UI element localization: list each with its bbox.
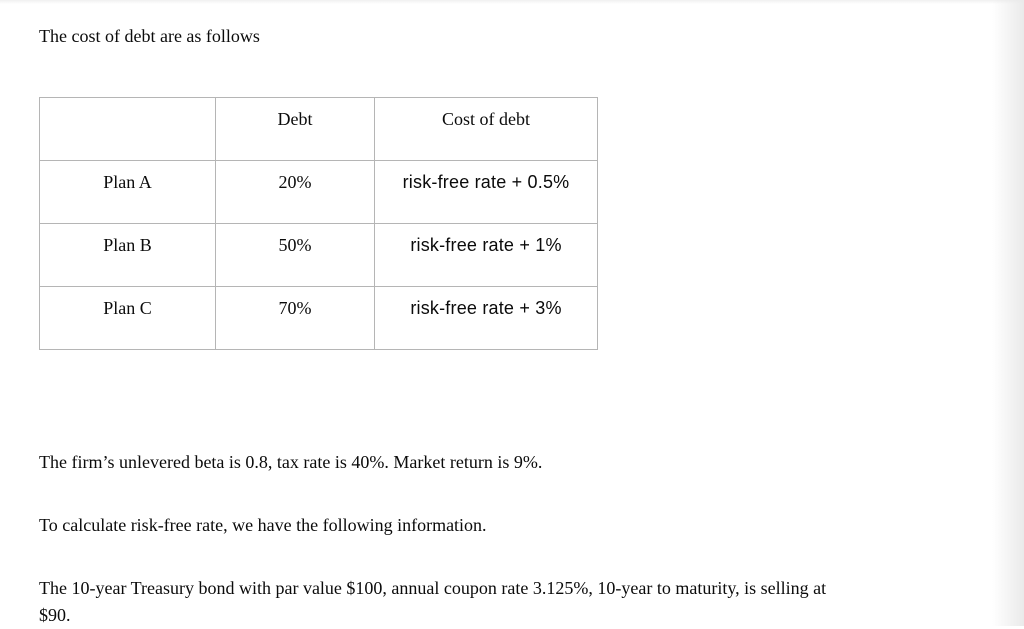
intro-text: The cost of debt are as follows — [39, 26, 260, 46]
table-header-row: Debt Cost of debt — [39, 97, 598, 161]
cost-of-debt-cell: risk-free rate + 0.5% — [374, 160, 598, 224]
top-edge-shade — [0, 0, 1024, 4]
debt-value-cell: 70% — [215, 286, 375, 350]
cost-of-debt-table: Debt Cost of debt Plan A 20% risk-free r… — [39, 97, 598, 350]
table-row-plan-c: Plan C 70% risk-free rate + 3% — [39, 286, 598, 350]
header-cost-of-debt: Cost of debt — [374, 97, 598, 161]
treasury-bond-line1: The 10-year Treasury bond with par value… — [39, 578, 827, 598]
treasury-bond-line2: $90. — [39, 605, 71, 625]
treasury-bond-text: The 10-year Treasury bond with par value… — [39, 575, 999, 629]
page-edge-shade — [992, 0, 1024, 626]
cost-of-debt-cell: risk-free rate + 3% — [374, 286, 598, 350]
plan-name-cell: Plan C — [39, 286, 216, 350]
beta-tax-market-text: The firm’s unlevered beta is 0.8, tax ra… — [39, 452, 543, 472]
debt-value-cell: 20% — [215, 160, 375, 224]
cost-of-debt-cell: risk-free rate + 1% — [374, 223, 598, 287]
risk-free-intro-text: To calculate risk-free rate, we have the… — [39, 515, 487, 535]
header-debt: Debt — [215, 97, 375, 161]
debt-value-cell: 50% — [215, 223, 375, 287]
plan-name-cell: Plan A — [39, 160, 216, 224]
table-row-plan-b: Plan B 50% risk-free rate + 1% — [39, 223, 598, 287]
header-empty-cell — [39, 97, 216, 161]
table-row-plan-a: Plan A 20% risk-free rate + 0.5% — [39, 160, 598, 224]
plan-name-cell: Plan B — [39, 223, 216, 287]
